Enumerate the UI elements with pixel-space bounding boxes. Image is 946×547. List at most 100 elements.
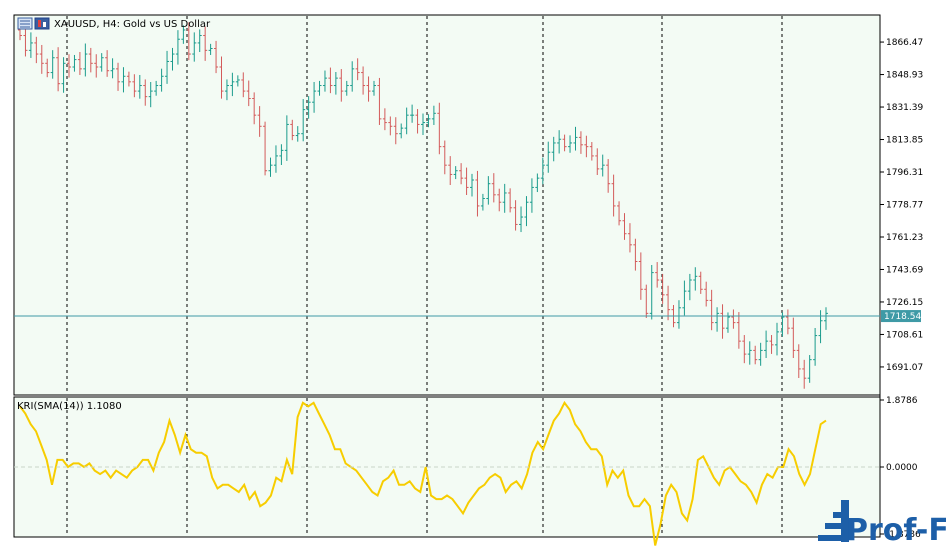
candle bbox=[622, 213, 627, 240]
candle bbox=[638, 252, 643, 300]
candle bbox=[290, 119, 295, 141]
candle bbox=[595, 148, 600, 175]
candle bbox=[241, 72, 246, 98]
candle bbox=[235, 75, 240, 87]
price-tick-label: 1778.77 bbox=[886, 200, 923, 210]
price-pane[interactable] bbox=[13, 14, 881, 396]
candle bbox=[655, 262, 660, 288]
current-price-tag: 1718.54 bbox=[881, 310, 921, 323]
candle bbox=[181, 25, 186, 44]
candle bbox=[230, 72, 235, 97]
candle bbox=[263, 121, 268, 176]
symbol-icon[interactable] bbox=[17, 17, 33, 30]
candle bbox=[785, 309, 790, 335]
candle bbox=[415, 109, 420, 134]
candle bbox=[589, 142, 594, 161]
candle bbox=[617, 201, 622, 226]
candle bbox=[246, 80, 251, 107]
candle bbox=[105, 50, 110, 77]
candle bbox=[132, 74, 137, 98]
candle bbox=[459, 163, 464, 185]
candle bbox=[475, 170, 480, 217]
candle bbox=[77, 52, 82, 75]
candle bbox=[491, 173, 496, 203]
candle bbox=[508, 188, 513, 213]
candle bbox=[322, 70, 327, 92]
candle bbox=[143, 79, 148, 106]
candle bbox=[704, 281, 709, 307]
candle bbox=[110, 58, 115, 79]
candle bbox=[758, 342, 763, 366]
price-tick-label: 1761.23 bbox=[886, 233, 923, 243]
indicator-tick-label: 1.8786 bbox=[886, 396, 918, 406]
candle bbox=[524, 196, 529, 227]
candle bbox=[453, 166, 458, 180]
candle bbox=[317, 80, 322, 96]
candle bbox=[154, 80, 159, 96]
candle bbox=[546, 141, 551, 173]
candle bbox=[573, 126, 578, 151]
candle bbox=[540, 157, 545, 185]
candle bbox=[448, 156, 453, 185]
candle bbox=[399, 123, 404, 139]
candle bbox=[116, 62, 121, 91]
chart-header: XAUUSD, H4: Gold vs US Dollar bbox=[17, 17, 211, 30]
candle bbox=[731, 309, 736, 329]
candle bbox=[606, 159, 611, 193]
candle bbox=[611, 174, 616, 217]
candle bbox=[715, 307, 720, 332]
candle bbox=[644, 284, 649, 318]
candle bbox=[682, 280, 687, 316]
candle bbox=[306, 96, 311, 119]
candle bbox=[203, 26, 208, 61]
candle bbox=[764, 330, 769, 358]
candle bbox=[557, 130, 562, 154]
candle bbox=[769, 335, 774, 354]
candle bbox=[698, 271, 703, 294]
candle bbox=[219, 56, 224, 99]
candle bbox=[464, 167, 469, 195]
candle bbox=[159, 68, 164, 92]
candle bbox=[45, 58, 50, 78]
price-tick-label: 1708.61 bbox=[886, 330, 923, 340]
candle bbox=[584, 135, 589, 158]
candle bbox=[72, 54, 77, 72]
candle bbox=[186, 22, 191, 61]
candle bbox=[99, 53, 104, 72]
candle bbox=[350, 61, 355, 92]
candle bbox=[333, 72, 338, 95]
candle bbox=[649, 265, 654, 320]
candle bbox=[660, 273, 665, 304]
candle bbox=[126, 71, 131, 87]
prof-fx-logo: Prof-FX bbox=[818, 500, 946, 547]
price-tick-label: 1866.47 bbox=[886, 38, 923, 48]
price-tick-label: 1848.93 bbox=[886, 71, 923, 81]
candle bbox=[208, 43, 213, 55]
indicator-tick-label: 0.0000 bbox=[886, 463, 918, 473]
candle bbox=[796, 344, 801, 378]
indicator-tick-label: -1.8786 bbox=[886, 530, 921, 540]
candle bbox=[301, 99, 306, 142]
candle bbox=[361, 66, 366, 95]
candle bbox=[366, 76, 371, 102]
candle bbox=[486, 176, 491, 205]
candle bbox=[600, 154, 605, 177]
candle bbox=[562, 134, 567, 152]
logo-text: Prof-FX bbox=[846, 513, 946, 547]
candle bbox=[410, 104, 415, 123]
candle bbox=[813, 327, 818, 366]
candle bbox=[774, 322, 779, 356]
price-tick-label: 1796.31 bbox=[886, 168, 923, 178]
candle bbox=[497, 188, 502, 212]
candle bbox=[252, 92, 257, 125]
current-price-label: 1718.54 bbox=[884, 312, 921, 322]
chart-type-icon[interactable] bbox=[34, 17, 50, 30]
candle bbox=[197, 29, 202, 53]
candlestick-series bbox=[18, 22, 828, 389]
candle bbox=[295, 126, 300, 142]
candle bbox=[355, 58, 360, 81]
candle bbox=[431, 105, 436, 125]
candle bbox=[268, 157, 273, 177]
candle bbox=[791, 317, 796, 358]
price-tick-label: 1743.69 bbox=[886, 265, 923, 275]
